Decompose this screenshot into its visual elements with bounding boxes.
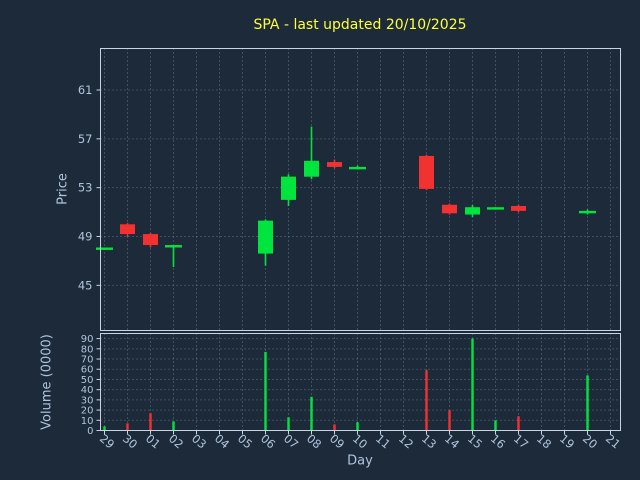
day-tick-label: 13 xyxy=(419,431,439,451)
volume-tick-label: 70 xyxy=(81,355,94,366)
volume-tick-label: 40 xyxy=(81,385,94,396)
volume-tick-label: 50 xyxy=(81,375,94,386)
day-tick-label: 10 xyxy=(350,431,370,451)
candlestick-day-30 xyxy=(120,223,135,237)
volume-bar-day-15 xyxy=(471,338,474,431)
day-axis-label: Day xyxy=(347,453,373,469)
candlestick-day-07 xyxy=(281,174,296,206)
volume-tick-label: 90 xyxy=(81,334,94,345)
price-tick-label: 49 xyxy=(78,230,93,244)
candlestick-day-15 xyxy=(465,204,480,217)
day-tick-label: 06 xyxy=(258,431,278,451)
volume-bar-day-07 xyxy=(287,417,290,431)
day-tick-label: 16 xyxy=(488,431,508,451)
price-tick-label: 61 xyxy=(78,83,93,97)
gridlines xyxy=(100,48,621,431)
chart-title: SPA - last updated 20/10/2025 xyxy=(253,17,467,33)
volume-tick-label: 30 xyxy=(81,395,94,406)
volume-bar-day-13 xyxy=(425,370,428,431)
day-tick-label: 11 xyxy=(373,431,393,451)
day-tick-label: 04 xyxy=(212,431,232,451)
candlestick-day-13 xyxy=(419,154,434,191)
candlestick-day-29 xyxy=(96,247,113,250)
volume-bar-day-06 xyxy=(264,351,267,431)
day-tick-label: 21 xyxy=(603,431,623,451)
volume-tick-label: 60 xyxy=(81,365,94,376)
volume-bar-day-08 xyxy=(310,396,313,431)
candlestick-day-14 xyxy=(442,203,457,215)
candlestick-day-01 xyxy=(143,232,158,248)
day-tick-label: 03 xyxy=(189,431,209,451)
volume-bar-day-29 xyxy=(103,426,106,431)
volume-bars xyxy=(103,338,589,431)
day-tick-label: 15 xyxy=(465,431,485,451)
volume-bar-day-17 xyxy=(517,416,520,431)
candlestick-day-16 xyxy=(487,207,504,210)
volume-bar-day-30 xyxy=(126,423,129,431)
candlestick-day-02 xyxy=(165,245,182,268)
candlestick-day-17 xyxy=(511,204,526,213)
candlestick-day-08 xyxy=(304,126,319,180)
axes-frames xyxy=(100,48,621,431)
price-tick-label: 45 xyxy=(78,278,93,292)
volume-tick-label: 20 xyxy=(81,406,94,417)
day-tick-label: 19 xyxy=(557,431,577,451)
day-tick-label: 07 xyxy=(281,431,301,451)
tick-marks xyxy=(96,89,611,435)
volume-bar-day-14 xyxy=(448,410,451,431)
candlestick-day-10 xyxy=(349,165,366,170)
volume-bar-day-02 xyxy=(172,421,175,431)
volume-bar-day-10 xyxy=(356,422,359,431)
day-tick-label: 20 xyxy=(580,431,600,451)
day-tick-label: 12 xyxy=(396,431,416,451)
volume-bar-day-20 xyxy=(586,375,589,431)
volume-bar-day-01 xyxy=(149,413,152,431)
candlestick-day-09 xyxy=(327,159,342,169)
day-tick-label: 17 xyxy=(511,431,531,451)
volume-tick-label: 80 xyxy=(81,344,94,355)
day-tick-label: 18 xyxy=(534,431,554,451)
day-tick-label: 09 xyxy=(327,431,347,451)
price-tick-label: 53 xyxy=(78,181,93,195)
day-tick-label: 05 xyxy=(235,431,255,451)
candlestick-day-20 xyxy=(579,209,596,215)
volume-tick-label: 0 xyxy=(87,426,93,437)
day-tick-label: 30 xyxy=(120,431,140,451)
day-tick-label: 14 xyxy=(442,431,462,451)
candlesticks xyxy=(96,126,596,268)
day-tick-label: 01 xyxy=(143,431,163,451)
price-tick-label: 57 xyxy=(78,132,93,146)
price-axis-label: Price xyxy=(55,173,71,205)
volume-tick-label: 10 xyxy=(81,416,94,427)
day-tick-label: 08 xyxy=(304,431,324,451)
day-tick-label: 29 xyxy=(97,431,117,451)
volume-bar-day-16 xyxy=(494,420,497,431)
volume-axis-label: Volume (0000) xyxy=(39,334,55,430)
candlestick-day-06 xyxy=(258,219,273,266)
volume-bar-day-09 xyxy=(333,424,336,431)
day-tick-label: 02 xyxy=(166,431,186,451)
